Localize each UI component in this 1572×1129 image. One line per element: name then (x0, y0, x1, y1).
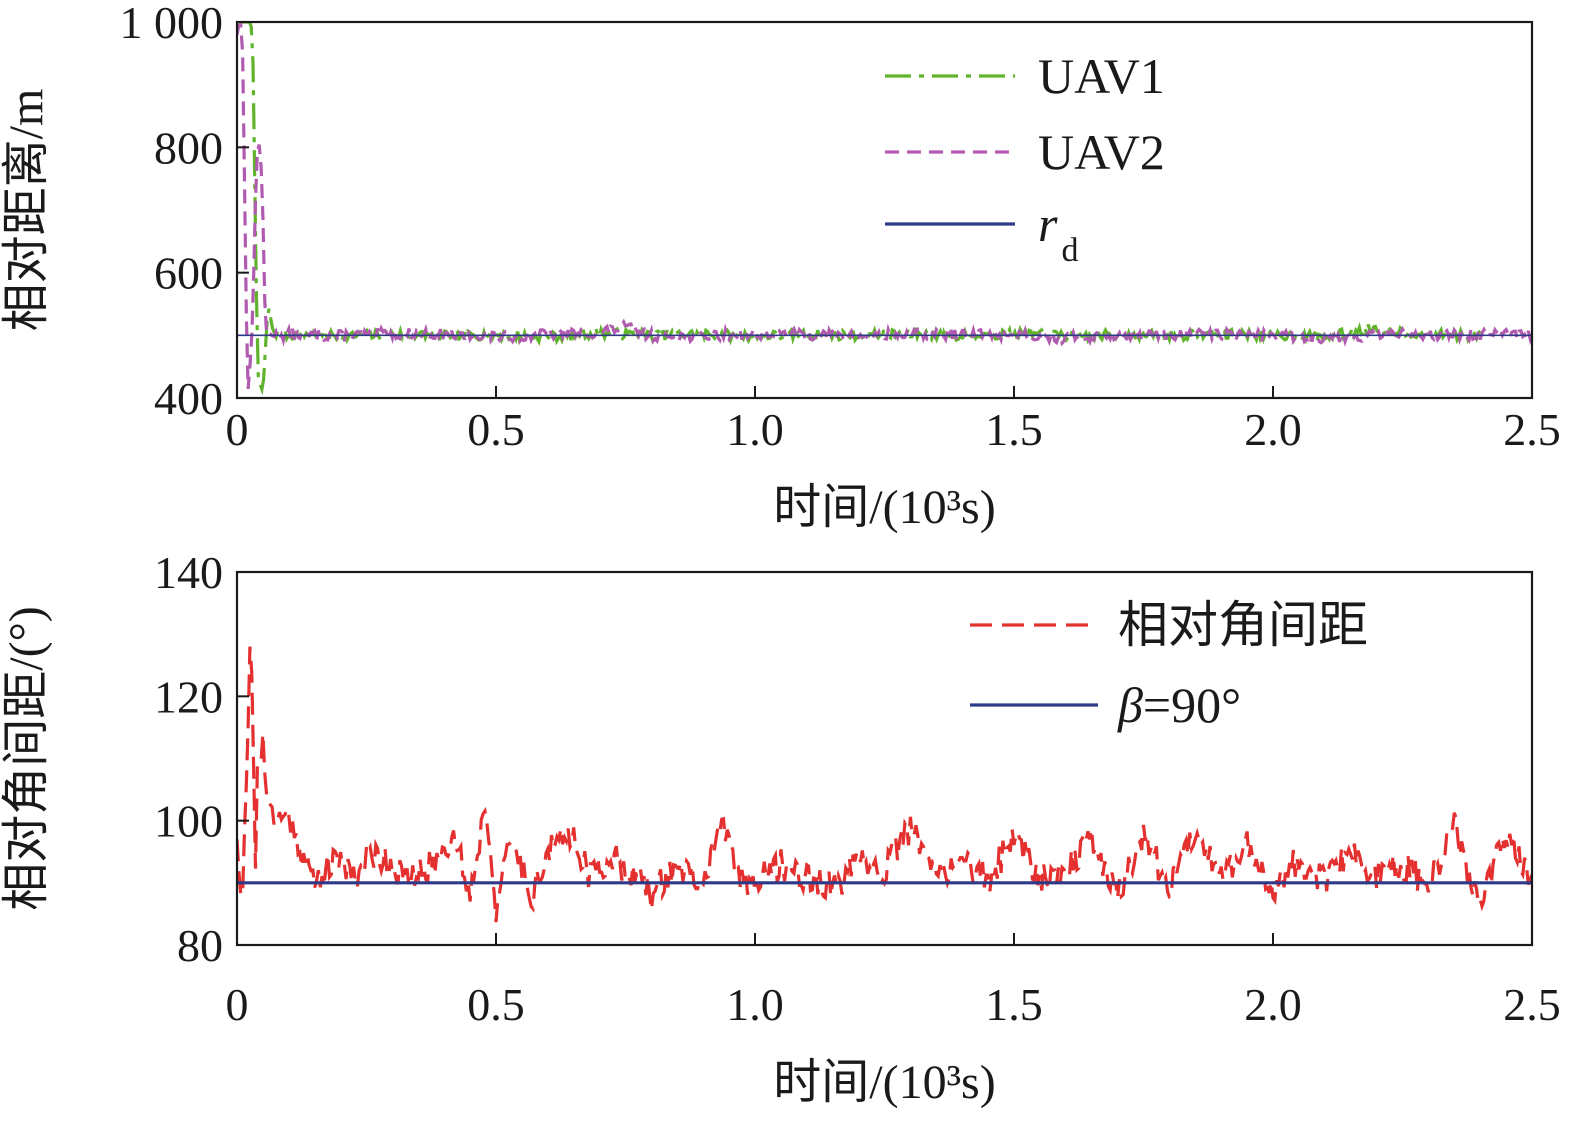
x-tick-label: 0.5 (467, 404, 525, 455)
y-axis-label: 相对距离/m (0, 89, 53, 332)
angle-chart: 0 0.5 1.0 1.5 2.0 2.5 80 100 120 140 时间/(10³s) 相对角间… (0, 547, 1561, 1109)
y-tick-label: 800 (154, 122, 223, 173)
y-tick-label: 80 (177, 920, 223, 971)
x-axis-label: 时间/(10³s) (773, 1056, 995, 1109)
x-tick-label: 0.5 (467, 979, 525, 1030)
y-tick-label: 140 (154, 547, 223, 598)
legend-label: UAV1 (1038, 48, 1165, 104)
x-tick-label: 2.5 (1503, 979, 1561, 1030)
y-tick-label: 100 (154, 796, 223, 847)
legend-label: 相对角间距 (1118, 597, 1368, 653)
x-tick-label: 0 (226, 979, 249, 1030)
legend-label: β=90° (1117, 677, 1241, 733)
y-tick-label: 1 000 (120, 0, 224, 48)
x-tick-label: 1.5 (985, 404, 1043, 455)
x-tick-label: 1.0 (726, 979, 784, 1030)
x-tick-label: 1.0 (726, 404, 784, 455)
x-tick-label: 1.5 (985, 979, 1043, 1030)
plot-frame (235, 20, 1534, 400)
series-line--angle (237, 646, 1532, 923)
y-tick-label: 600 (154, 248, 223, 299)
x-tick-label: 2.5 (1503, 404, 1561, 455)
x-tick-label: 2.0 (1244, 979, 1302, 1030)
y-tick-label: 120 (154, 671, 223, 722)
x-tick-label: 2.0 (1244, 404, 1302, 455)
y-axis-label: 相对角间距/(°) (0, 606, 53, 911)
y-tick-label: 400 (154, 373, 223, 424)
distance-chart: 0 0.5 1.0 1.5 2.0 2.5 400 600 800 1 000 时间/(10³s) 相… (0, 0, 1561, 534)
x-tick-label: 0 (226, 404, 249, 455)
series-line-uav2 (237, 22, 1532, 390)
plot-frame (235, 570, 1534, 947)
x-axis-label: 时间/(10³s) (773, 481, 995, 534)
legend-label: UAV2 (1038, 124, 1165, 180)
